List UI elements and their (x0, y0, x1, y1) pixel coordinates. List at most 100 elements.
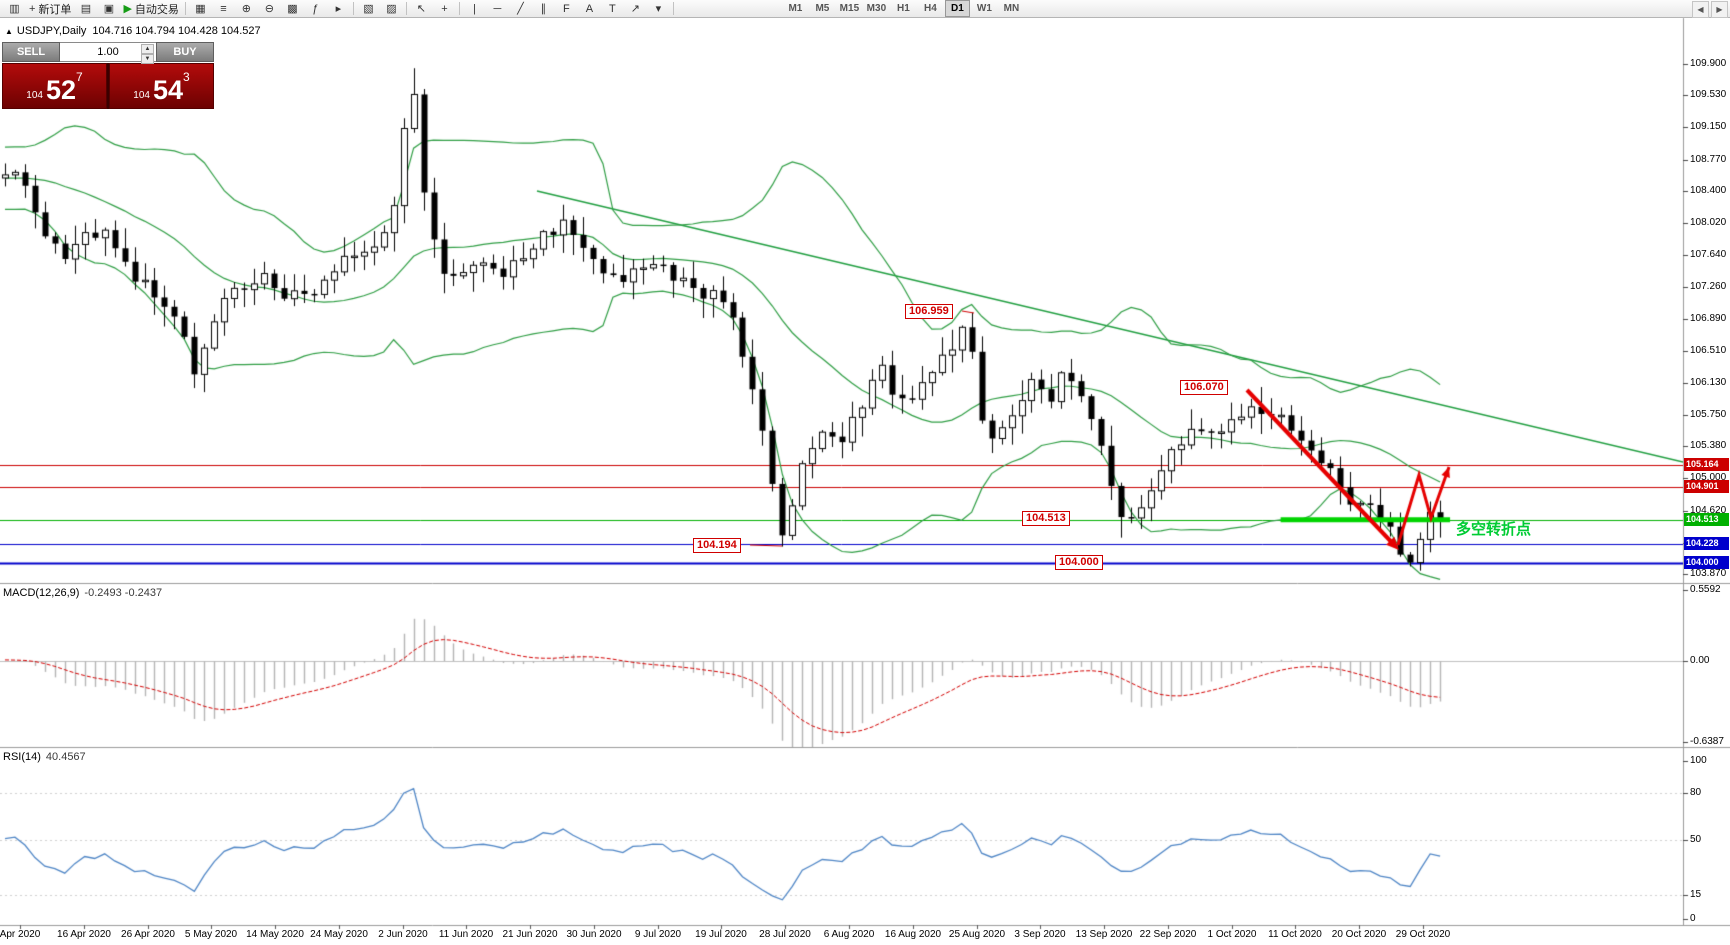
chart-symbol-period: USDJPY,Daily (16, 25, 87, 37)
buy-price-prefix: 104 (133, 90, 150, 101)
crosshair-icon: + (441, 2, 448, 15)
volume-input[interactable]: 1.00 ▲ ▼ (60, 42, 156, 64)
timeframe-mn-button[interactable]: MN (1003, 3, 1020, 14)
sell-button[interactable]: SELL (2, 42, 60, 62)
tile-windows-button[interactable]: ▩ (281, 0, 304, 18)
horizontal-line-button[interactable]: ─ (486, 0, 509, 18)
buy-price-big: 54 (152, 75, 184, 105)
cursor-button[interactable]: ↖ (410, 0, 433, 18)
objects-dropdown-button[interactable]: ▾ (647, 0, 670, 18)
toolbar-overflow: ◀ ▶ (1690, 1, 1728, 18)
crosshair-button[interactable]: + (433, 0, 456, 18)
data-window-button[interactable]: ▣ (97, 0, 120, 18)
one-click-trading-panel: SELL 1.00 ▲ ▼ BUY 104 52 7 104 54 3 (2, 42, 214, 109)
auto-trading-button[interactable]: ▶ 自动交易 (120, 0, 181, 18)
horizontal-line-icon: ─ (493, 2, 502, 15)
timeframe-m5-button[interactable]: M5 (815, 3, 830, 14)
line-chart-icon: ≡ (220, 2, 227, 15)
macd-name: MACD(12,26,9) (3, 587, 80, 599)
buy-price-display[interactable]: 104 54 3 (109, 63, 214, 109)
new-chart-button[interactable]: ▥ (3, 0, 26, 18)
arrows-button[interactable]: ↗ (624, 0, 647, 18)
toolbar-separator (458, 2, 460, 15)
one-click-toggle-icon[interactable]: ▲ (5, 27, 13, 36)
templates-button[interactable]: ▧ (357, 0, 380, 18)
buy-price-sup: 3 (183, 70, 190, 84)
text-label-icon: T (609, 2, 616, 15)
equidistant-channel-button[interactable]: ∥ (532, 0, 555, 18)
toolbar-separator (352, 2, 354, 15)
new-order-label: 新订单 (38, 3, 72, 16)
macd-values: -0.2493 -0.2437 (84, 587, 163, 599)
vertical-line-button[interactable]: | (463, 0, 486, 18)
fibonacci-retracement-button[interactable]: F (555, 0, 578, 18)
toolbar-separator (184, 2, 186, 15)
timeframe-h4-button[interactable]: H4 (924, 3, 937, 14)
ohlc-header: ▲ USDJPY,Daily 104.716 104.794 104.428 104… (5, 25, 261, 37)
toolbar-scroll-right-button[interactable]: ▶ (1711, 1, 1728, 18)
volume-value: 1.00 (97, 46, 119, 58)
new-order-button[interactable]: + 新订单 (26, 0, 74, 18)
vertical-line-icon: | (472, 2, 476, 15)
zoom-in-icon: ⊕ (241, 2, 252, 15)
line-chart-button[interactable]: ≡ (212, 0, 235, 18)
auto-trading-label: 自动交易 (134, 3, 179, 16)
bar-chart-button[interactable]: ▦ (189, 0, 212, 18)
timeframe-m1-button[interactable]: M1 (788, 3, 803, 14)
indicators-icon: ƒ (312, 2, 319, 15)
chart-ohlc-values: 104.716 104.794 104.428 104.527 (92, 25, 261, 37)
toolbar-separator (405, 2, 407, 15)
zoom-out-button[interactable]: ⊖ (258, 0, 281, 18)
sell-price-sup: 7 (76, 70, 83, 84)
new-chart-icon: ▥ (9, 2, 20, 15)
indicators-button[interactable]: ƒ (304, 0, 327, 18)
trendline-icon: ╱ (517, 2, 524, 15)
toolbar-scroll-left-button[interactable]: ◀ (1692, 1, 1709, 18)
chart-window-button[interactable]: ▤ (74, 0, 97, 18)
fibonacci-retracement-icon: F (563, 2, 570, 15)
buy-button[interactable]: BUY (156, 42, 214, 62)
timeframe-h1-button[interactable]: H1 (897, 3, 910, 14)
timeframe-m30-button[interactable]: M30 (866, 3, 887, 14)
sell-price-big: 52 (45, 75, 77, 105)
objects-dropdown-icon: ▾ (655, 2, 662, 15)
auto-trading-icon: ▶ (123, 2, 132, 15)
period-settings-button[interactable]: ▨ (380, 0, 403, 18)
rsi-name: RSI(14) (3, 751, 41, 763)
arrows-icon: ↗ (630, 2, 641, 15)
bar-chart-icon: ▦ (195, 2, 206, 15)
timeframe-m15-button[interactable]: M15 (839, 3, 860, 14)
equidistant-channel-icon: ∥ (540, 2, 547, 15)
scroll-left-icon: ◀ (1697, 5, 1704, 14)
text-label-button[interactable]: T (601, 0, 624, 18)
zoom-in-button[interactable]: ⊕ (235, 0, 258, 18)
timeframe-group: M1 M5 M15 M30 H1 H4 D1 W1 MN (782, 0, 1025, 17)
text-button[interactable]: A (578, 0, 601, 18)
timeframe-w1-button[interactable]: W1 (976, 3, 992, 14)
text-icon: A (585, 2, 594, 15)
timeframe-d1-button[interactable]: D1 (944, 0, 970, 17)
data-window-icon: ▣ (103, 2, 115, 15)
macd-indicator-label: MACD(12,26,9) -0.2493 -0.2437 (3, 587, 162, 599)
zoom-out-icon: ⊖ (264, 2, 275, 15)
trendline-button[interactable]: ╱ (509, 0, 532, 18)
tile-windows-icon: ▩ (287, 2, 298, 15)
sell-price-prefix: 104 (26, 90, 43, 101)
period-settings-icon: ▨ (386, 2, 397, 15)
toolbar: ▥ + 新订单 ▤ ▣ ▶ 自动交易 ▦ ≡ ⊕ ⊖ ▩ ƒ ▸ ▧ ▨ ↖ + | ─ ╱ ∥ F A T ↗ ▾ M1 M5 M15… (0, 0, 1730, 18)
auto-scroll-icon: ▸ (335, 2, 342, 15)
toolbar-separator (672, 2, 674, 15)
volume-down-button[interactable]: ▼ (141, 54, 154, 64)
rsi-indicator-label: RSI(14) 40.4567 (3, 751, 86, 763)
cursor-icon: ↖ (416, 2, 427, 15)
rsi-value: 40.4567 (45, 751, 86, 763)
templates-icon: ▧ (363, 2, 374, 15)
auto-scroll-button[interactable]: ▸ (327, 0, 350, 18)
sell-price-display[interactable]: 104 52 7 (2, 63, 107, 109)
volume-up-button[interactable]: ▲ (141, 44, 154, 54)
new-order-icon: + (29, 2, 36, 15)
chart-note-text[interactable]: 多空转折点 (1456, 521, 1532, 538)
toolbar-items: ▥ + 新订单 ▤ ▣ ▶ 自动交易 ▦ ≡ ⊕ ⊖ ▩ ƒ ▸ ▧ ▨ ↖ + | ─ ╱ ∥ F A T ↗ ▾ (3, 0, 677, 18)
chart-window-icon: ▤ (80, 2, 92, 15)
